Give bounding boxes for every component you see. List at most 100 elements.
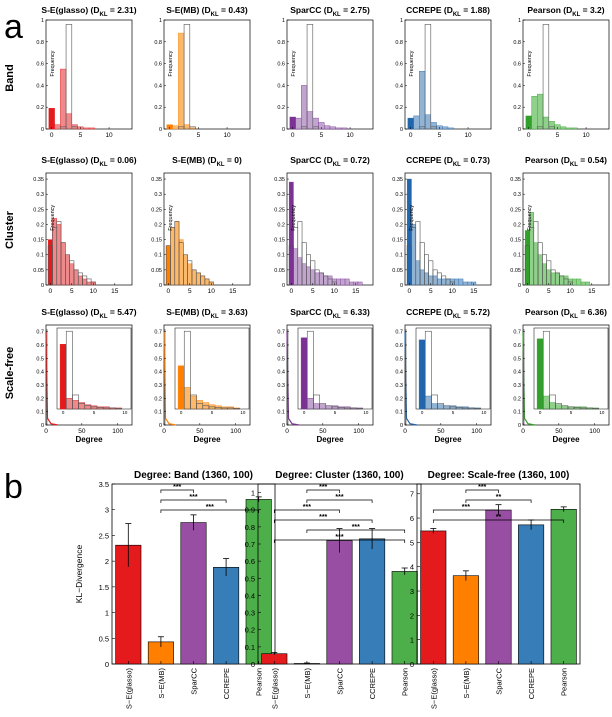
x-tick-label: 10	[90, 288, 98, 295]
y-axis-label: KL−Divergence	[74, 545, 84, 604]
y-tick-label: 7	[410, 490, 414, 499]
kl-bar	[359, 538, 386, 665]
inset-histogram-bar	[177, 365, 185, 410]
x-tick-label: 15	[229, 288, 237, 295]
y-tick-label: 0.15	[33, 238, 44, 244]
histogram-bar	[172, 125, 179, 130]
histogram-title: CCREPE (DKL = 5.72)	[406, 307, 490, 320]
x-tick-label: 0	[525, 288, 529, 295]
y-tick-label: 0.35	[392, 177, 403, 183]
kl-bar	[518, 524, 545, 665]
y-tick-label: 0.05	[392, 268, 403, 274]
histogram-2-3: CCREPE (DKL = 5.72)0 5 100 50 10000.10.20.30…	[395, 307, 492, 444]
y-tick-label: 0.15	[392, 238, 403, 244]
y-tick-label: 0.8	[395, 40, 403, 46]
y-tick-label: 0.05	[151, 268, 162, 274]
panel-b-kl-bars: Degree: Band (1360, 100) 0 0.5 1 1.5 2 2.5 3 3.5…	[74, 470, 581, 709]
y-tick-label: 0.1	[36, 410, 44, 416]
y-tick-label: 0.15	[274, 238, 285, 244]
histogram-bar	[65, 254, 70, 286]
inset-reference-bar	[233, 408, 241, 410]
significance-label: ***	[478, 484, 486, 491]
inset-tick-label: 5	[570, 410, 573, 415]
inset-reference-bar	[190, 394, 197, 410]
x-tick-label: 50	[319, 428, 327, 435]
x-tick-label: 50	[78, 428, 86, 435]
y-tick-label: 0.8	[277, 40, 285, 46]
histogram-bar	[442, 126, 449, 130]
histogram-bar	[301, 263, 307, 286]
significance-bracket	[465, 489, 499, 493]
y-tick-label: 0.1	[277, 410, 285, 416]
histogram-2-4: Pearson (DKL = 6.36)0 5 100 50 10000.10.20.3…	[513, 307, 610, 444]
histogram-bar	[54, 124, 61, 130]
inset-box	[56, 327, 132, 410]
histogram-bar	[187, 263, 193, 286]
significance-label: ***	[319, 514, 327, 521]
x-tick-label: 0	[403, 428, 407, 435]
histogram-title: SparCC (DKL = 2.75)	[290, 5, 370, 18]
y-tick-label: 0.15	[510, 238, 521, 244]
kl-bar	[420, 530, 447, 665]
category-label: Pearson	[560, 668, 569, 696]
histogram-bar	[467, 281, 472, 286]
significance-label: ***	[173, 484, 181, 491]
kl-bar	[326, 540, 353, 665]
main-distribution-spike	[522, 331, 536, 426]
x-axis-label: Degree	[434, 435, 462, 444]
kl-bar-chart-2: Degree: Scale-free (1360, 100) 0 1 2 3 4 5 6 7 S−…	[410, 470, 581, 709]
x-tick-label: 0	[168, 132, 172, 139]
inset-histogram-bar	[59, 344, 67, 410]
y-tick-label: 0	[251, 660, 255, 669]
histogram-1-2: SparCC (DKL = 0.72) 0 5 10 15 0 0.05 0.1 0.15 0.2…	[274, 155, 374, 295]
x-axis-label: Degree	[316, 435, 344, 444]
y-tick-label: 2.5	[99, 531, 109, 540]
y-tick-label: 0.4	[513, 370, 521, 376]
histogram-0-2: SparCC (DKL = 2.75) 0 5 10 0 0.2 0.4 0.6 0.8 1 Fre…	[277, 5, 374, 139]
x-tick-label: 15	[352, 288, 360, 295]
y-tick-label: 0.5	[36, 356, 44, 362]
histogram-bar	[563, 275, 569, 286]
significance-label: ***	[206, 504, 214, 511]
y-tick-label: 0.2	[513, 396, 521, 402]
main-distribution-spike	[163, 331, 177, 426]
inset-histogram-bar	[331, 405, 339, 410]
x-tick-label: 15	[588, 288, 596, 295]
y-tick-label: 0.05	[33, 268, 44, 274]
y-tick-label: 0.05	[510, 268, 521, 274]
inset-reference-bar	[592, 408, 600, 410]
category-label: CCREPE	[222, 668, 231, 699]
category-label: SparCC	[336, 667, 345, 694]
y-tick-label: 0.2	[154, 105, 162, 111]
histogram-0-1: S-E(MB) (DKL = 0.43) 0 5 10 0 0.2 0.4 0.6 0.8 1 Fr…	[154, 5, 251, 139]
x-tick-label: 0	[521, 428, 525, 435]
y-tick-label: 0.5	[395, 356, 403, 362]
histogram-bar	[165, 245, 171, 286]
histogram-title: S-E(MB) (DKL = 0)	[172, 155, 242, 168]
histogram-bar	[329, 126, 336, 130]
y-tick-label: 0.1	[513, 410, 521, 416]
category-label: SparCC	[190, 667, 199, 694]
histogram-bar	[531, 96, 538, 130]
y-tick-label: 0	[400, 423, 403, 429]
y-tick-label: 0	[400, 127, 403, 133]
kl-bar	[180, 522, 207, 665]
histogram-bar	[413, 115, 420, 130]
x-tick-label: 5	[547, 288, 551, 295]
y-axis-label: Frequency	[291, 205, 297, 231]
x-tick-label: 0	[289, 288, 293, 295]
axes-box	[522, 324, 610, 426]
row-label: Band	[4, 64, 16, 92]
inset-histogram-bar	[190, 395, 197, 410]
y-tick-label: 0.2	[395, 105, 403, 111]
histogram-bar	[48, 108, 55, 130]
reference-bar	[306, 24, 314, 130]
y-tick-label: 0.5	[99, 634, 109, 643]
axes-box	[45, 19, 133, 130]
y-tick-label: 0.6	[277, 62, 285, 68]
axes-box	[404, 324, 492, 426]
histogram-bar	[314, 272, 320, 286]
y-tick-label: 1.5	[99, 583, 109, 592]
histogram-bar	[86, 281, 92, 286]
histogram-title: S-E(glasso) (DKL = 2.31)	[41, 5, 136, 18]
